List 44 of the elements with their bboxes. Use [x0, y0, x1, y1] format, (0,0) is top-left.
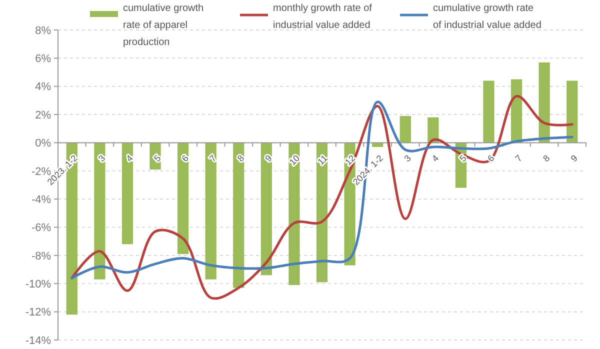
- x-tick-label: 9: [568, 153, 580, 164]
- x-tick-label: 5: [152, 153, 163, 164]
- bar: [260, 142, 272, 276]
- x-tick-label: 7: [513, 153, 524, 164]
- bar: [400, 116, 411, 143]
- x-tick-label: 9: [263, 153, 274, 164]
- bar: [177, 142, 189, 254]
- x-tick-label: 3: [402, 153, 413, 164]
- legend-label: monthly growth rate of industrial value added: [273, 3, 372, 31]
- bar: [372, 142, 384, 147]
- bar: [122, 142, 134, 244]
- y-tick-label: 8%: [35, 24, 52, 37]
- bar: [205, 142, 216, 280]
- legend-label: cumulative growth rate of apparel production: [123, 3, 204, 48]
- y-tick-label: 2%: [35, 109, 52, 122]
- x-tick-label: 4: [124, 153, 135, 164]
- x-tick-label: 6: [180, 153, 190, 164]
- x-tick-label: 5: [458, 153, 468, 164]
- x-tick-label: 6: [486, 153, 496, 164]
- y-tick-label: 0%: [35, 138, 52, 150]
- y-tick-label: -4%: [31, 194, 52, 206]
- legend-label: cumulative growth rate of industrial value added: [433, 3, 542, 31]
- y-tick-label: -8%: [31, 250, 52, 262]
- bar: [288, 142, 300, 286]
- x-tick-label: 7: [208, 153, 218, 164]
- y-tick-label: -6%: [31, 222, 52, 234]
- x-tick-label: 3: [96, 153, 108, 164]
- bar: [94, 142, 106, 280]
- y-tick-label: -10%: [25, 278, 52, 290]
- y-tick-label: -12%: [25, 306, 52, 319]
- bar: [483, 80, 494, 143]
- bar: [233, 142, 244, 288]
- x-tick-label: 4: [430, 153, 441, 164]
- y-tick-label: -14%: [25, 334, 52, 347]
- x-tick-label: 11: [316, 153, 330, 167]
- y-tick-label: 6%: [35, 53, 52, 66]
- x-tick-label: 10: [287, 153, 302, 168]
- x-tick-label: 12: [343, 153, 358, 168]
- bar: [538, 62, 550, 143]
- x-tick-label: 8: [235, 153, 246, 164]
- bar: [66, 142, 78, 315]
- y-tick-label: 4%: [35, 81, 52, 94]
- x-tick-label: 8: [541, 153, 552, 164]
- bar: [566, 80, 578, 143]
